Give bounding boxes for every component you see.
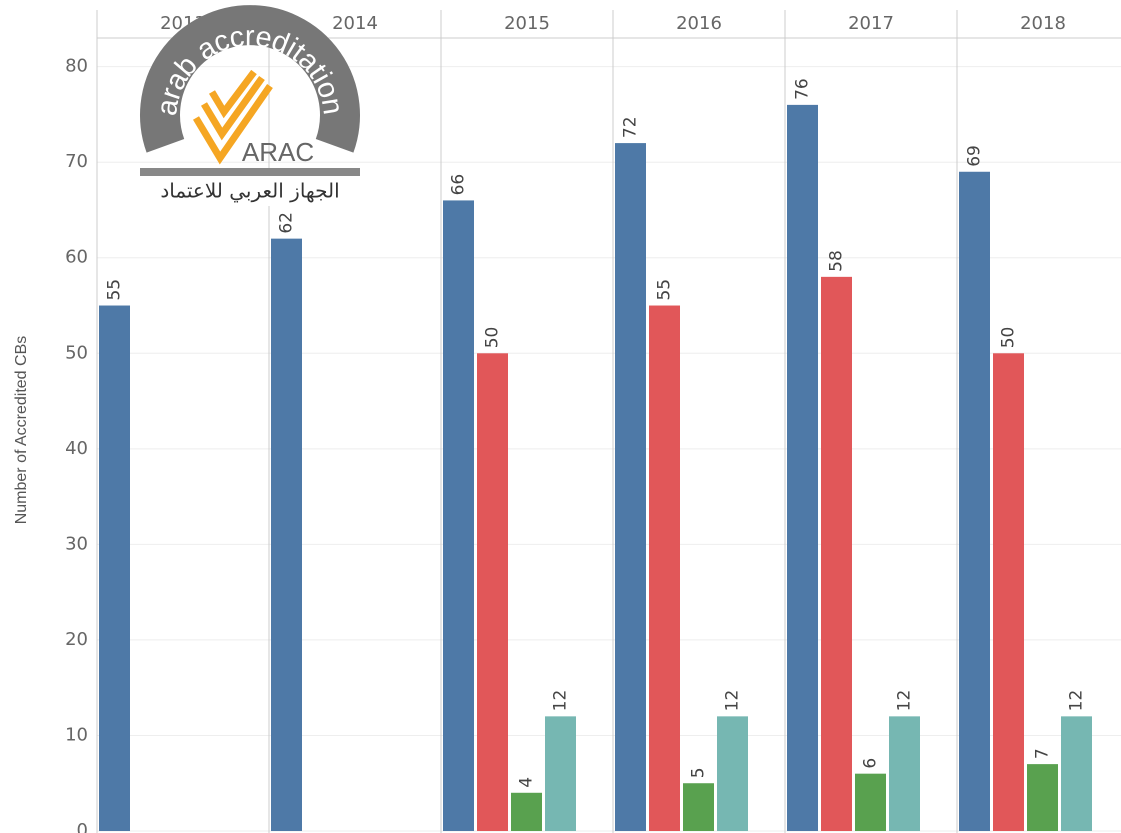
bar [855,773,886,831]
logo-box [140,176,360,206]
bar [1027,764,1058,831]
value-label: 69 [965,145,985,167]
y-tick-label: 10 [65,724,88,745]
logo-acronym: ARAC [242,137,314,167]
bar [649,305,680,831]
column-header: 2016 [676,13,722,34]
column-header: 2018 [1020,13,1066,34]
bar [787,104,818,831]
bar [477,353,508,831]
bar [821,276,852,831]
column-header: 2015 [504,13,550,34]
y-tick-label: 0 [77,820,88,833]
value-label: 76 [793,78,813,100]
bar [99,305,130,831]
value-label: 5 [689,767,709,778]
bar [271,238,302,831]
value-label: 4 [517,777,537,788]
y-axis-title: Number of Accredited CBs [13,336,30,525]
y-tick-label: 60 [65,247,88,268]
value-label: 50 [483,327,503,349]
y-tick-label: 30 [65,533,88,554]
logo-chevrons [192,69,273,165]
logo-arabic: الجهاز العربي للاعتماد [160,179,339,204]
column-header: 2014 [332,13,378,34]
y-tick-label: 20 [65,629,88,650]
logo-strip [140,168,360,176]
value-label: 12 [895,690,915,712]
value-label: 12 [1067,690,1087,712]
bar [1061,716,1092,831]
value-label: 50 [999,327,1019,349]
value-label: 58 [827,250,847,272]
y-tick-label: 70 [65,151,88,172]
logo: arab accreditation ARAC الجهاز العربي لل… [140,5,360,206]
bar [511,792,542,831]
value-label: 55 [655,279,675,301]
value-label: 72 [621,116,641,138]
y-tick-label: 50 [65,342,88,363]
value-label: 12 [723,690,743,712]
value-label: 62 [277,212,297,234]
value-label: 55 [105,279,125,301]
value-label: 6 [861,758,881,769]
bar [889,716,920,831]
column-header: 2017 [848,13,894,34]
logo-ring [140,5,360,153]
y-tick-label: 80 [65,56,88,77]
bar [545,716,576,831]
value-label: 7 [1033,748,1053,759]
bar [443,200,474,831]
value-label: 66 [449,174,469,196]
bar [717,716,748,831]
bar [959,171,990,831]
value-label: 12 [551,690,571,712]
bar [993,353,1024,831]
bar [683,783,714,831]
bars: 55 62 66 72 76 69 50 55 58 50 4 5 6 7 12 12 12 12 [99,78,1092,832]
y-tick-label: 40 [65,438,88,459]
bar [615,143,646,832]
